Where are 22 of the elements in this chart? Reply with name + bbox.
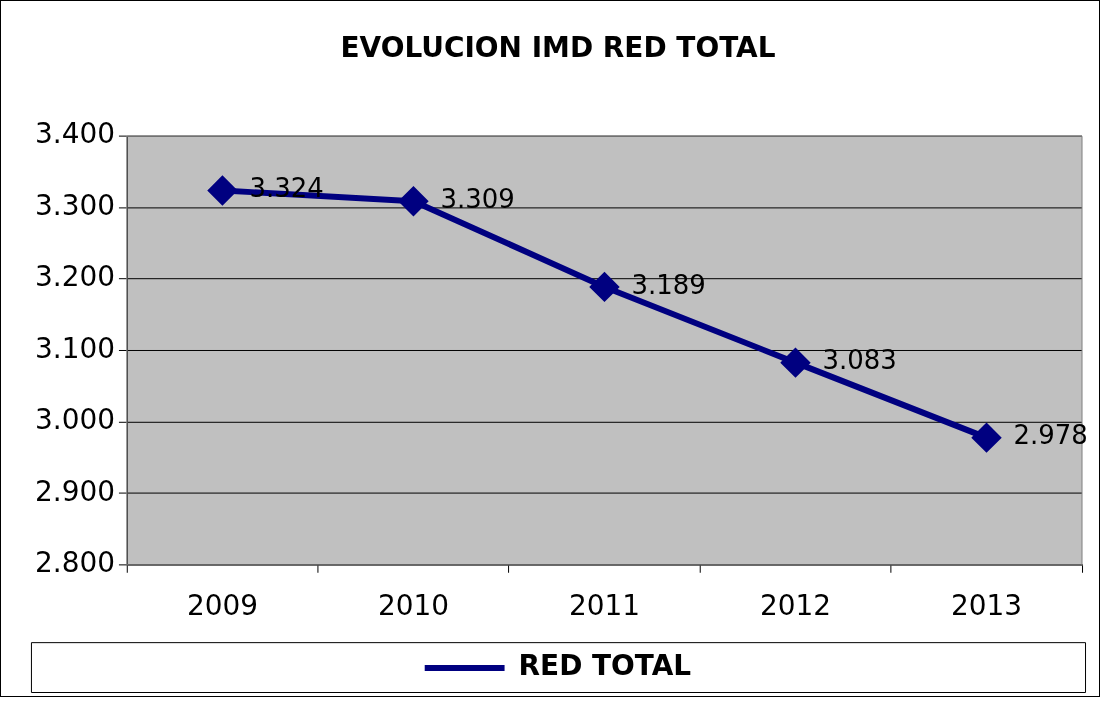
x-tick-label: 2012 bbox=[759, 588, 832, 622]
legend-label: RED TOTAL bbox=[518, 649, 692, 683]
x-tick-label: 2011 bbox=[568, 588, 641, 622]
point bbox=[399, 187, 428, 216]
data-label: 2.978 bbox=[1013, 420, 1088, 451]
y-tick-label: 3.300 bbox=[34, 188, 115, 222]
point bbox=[781, 348, 810, 377]
y-tick-label: 2.800 bbox=[34, 546, 115, 580]
x-tick-label: 2013 bbox=[950, 588, 1023, 622]
y-tick-label: 3.000 bbox=[34, 403, 115, 437]
y-tick-label: 3.100 bbox=[34, 331, 115, 365]
x-tick-label: 2009 bbox=[186, 588, 258, 622]
chart-title: EVOLUCION IMD RED TOTAL bbox=[340, 30, 776, 64]
point bbox=[208, 176, 237, 205]
data-label: 3.189 bbox=[631, 269, 706, 300]
y-tick-label: 3.200 bbox=[34, 260, 115, 294]
point bbox=[590, 272, 619, 301]
x-tick-label: 2010 bbox=[377, 588, 450, 622]
point bbox=[972, 423, 1001, 452]
y-tick-label: 3.400 bbox=[34, 117, 115, 151]
data-label: 3.309 bbox=[440, 183, 515, 214]
y-tick-label: 2.900 bbox=[34, 474, 115, 508]
